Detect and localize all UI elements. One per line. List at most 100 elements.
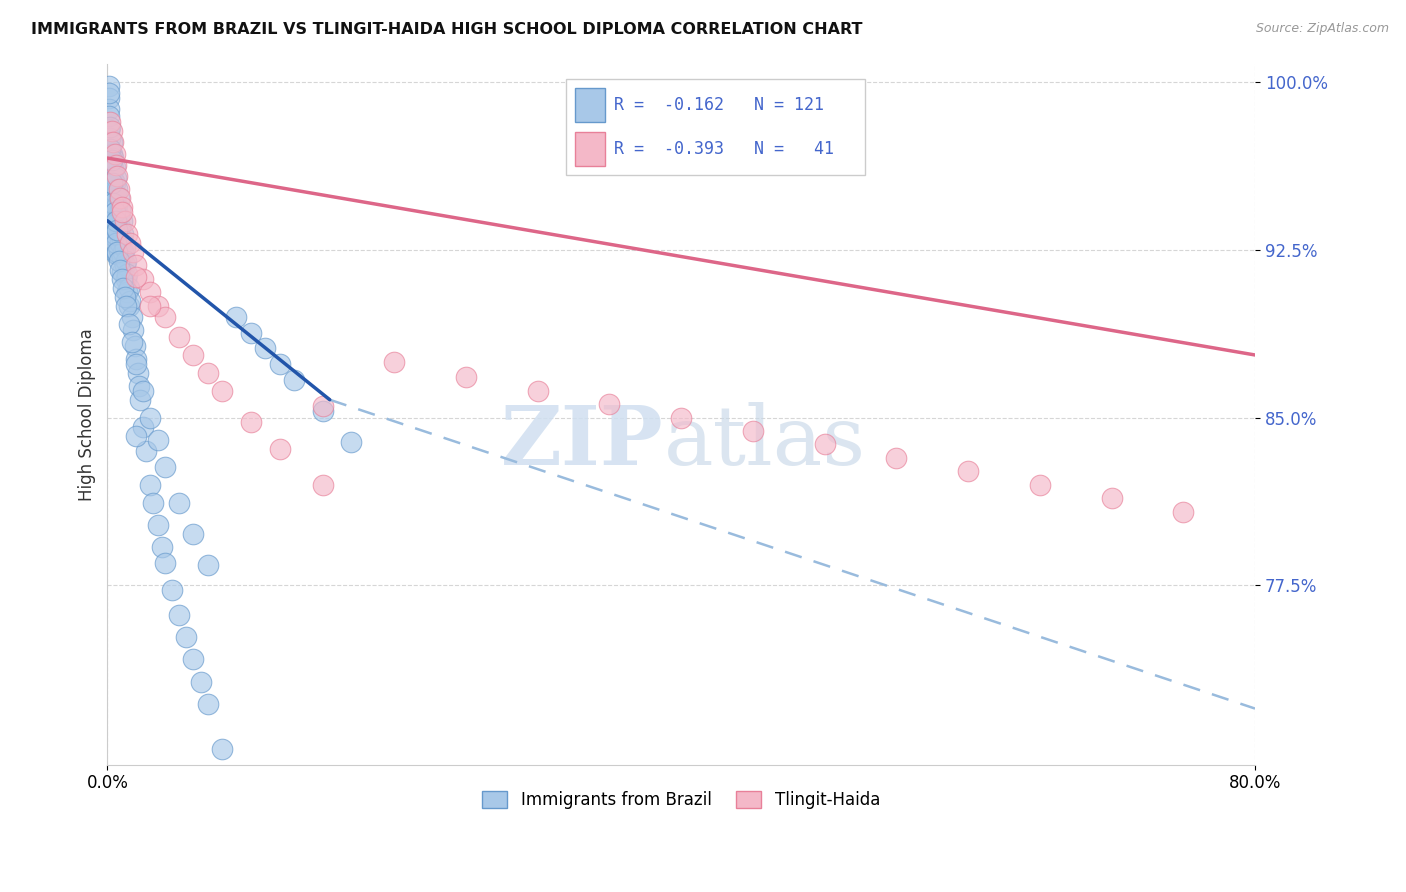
Point: [598, 397, 620, 411]
Point: [135, 444, 157, 458]
Point: [104, 171, 127, 186]
Point: [125, 357, 148, 371]
Point: [669, 410, 692, 425]
Point: [101, 151, 124, 165]
Point: [132, 272, 155, 286]
Point: [742, 424, 765, 438]
Point: [115, 254, 138, 268]
Point: [103, 191, 125, 205]
Point: [107, 182, 129, 196]
Point: [101, 218, 124, 232]
Point: [174, 630, 197, 644]
Point: [114, 259, 136, 273]
Point: [111, 250, 134, 264]
Point: [117, 268, 139, 282]
Point: [125, 269, 148, 284]
Point: [118, 299, 141, 313]
Point: [104, 200, 127, 214]
Point: [108, 254, 131, 268]
Point: [118, 281, 141, 295]
Point: [98, 191, 121, 205]
Point: [132, 384, 155, 398]
Point: [104, 213, 127, 227]
Point: [153, 556, 176, 570]
Point: [197, 366, 219, 380]
Point: [139, 477, 162, 491]
Point: [97, 124, 120, 138]
Point: [183, 348, 205, 362]
Point: [283, 373, 305, 387]
Point: [110, 263, 132, 277]
Point: [104, 247, 127, 261]
Point: [107, 213, 129, 227]
Point: [197, 558, 219, 573]
Point: [103, 209, 125, 223]
Point: [1101, 491, 1123, 506]
Point: [114, 241, 136, 255]
Point: [382, 354, 405, 368]
Point: [112, 245, 135, 260]
Point: [103, 204, 125, 219]
Point: [1029, 477, 1052, 491]
Point: [112, 227, 135, 241]
Point: [110, 202, 132, 217]
Point: [269, 442, 291, 456]
Point: [100, 176, 122, 190]
Point: [167, 607, 190, 622]
Point: [454, 370, 477, 384]
Legend: Immigrants from Brazil, Tlingit-Haida: Immigrants from Brazil, Tlingit-Haida: [475, 784, 887, 815]
Point: [129, 392, 152, 407]
Point: [120, 294, 142, 309]
Point: [101, 195, 124, 210]
Point: [110, 191, 132, 205]
Point: [150, 541, 173, 555]
Point: [110, 236, 132, 251]
Point: [269, 357, 291, 371]
Point: [111, 232, 134, 246]
Point: [197, 697, 219, 711]
Point: [340, 435, 363, 450]
Point: [97, 102, 120, 116]
Point: [183, 527, 205, 541]
Point: [139, 410, 162, 425]
Point: [128, 379, 150, 393]
Point: [127, 366, 149, 380]
Point: [98, 142, 121, 156]
Point: [107, 247, 129, 261]
Point: [108, 227, 131, 241]
Point: [139, 285, 162, 300]
Point: [110, 220, 132, 235]
Point: [526, 384, 548, 398]
Point: [132, 419, 155, 434]
Point: [97, 90, 120, 104]
Text: ZIP: ZIP: [502, 402, 664, 483]
Point: [111, 272, 134, 286]
Point: [146, 433, 169, 447]
Point: [104, 216, 127, 230]
Point: [98, 115, 121, 129]
Point: [101, 162, 124, 177]
Point: [1173, 505, 1195, 519]
Point: [98, 131, 121, 145]
Point: [103, 227, 125, 241]
Point: [108, 191, 131, 205]
Point: [139, 299, 162, 313]
Point: [239, 326, 262, 340]
Point: [101, 173, 124, 187]
Point: [97, 86, 120, 100]
Point: [957, 464, 980, 478]
Point: [211, 742, 233, 756]
Point: [98, 176, 121, 190]
Point: [117, 227, 139, 241]
Point: [114, 290, 136, 304]
Point: [311, 404, 333, 418]
Y-axis label: High School Diploma: High School Diploma: [79, 328, 96, 500]
Point: [125, 259, 148, 273]
Point: [122, 323, 145, 337]
Point: [225, 310, 247, 324]
Point: [107, 232, 129, 246]
Point: [814, 437, 837, 451]
Point: [100, 198, 122, 212]
Point: [104, 186, 127, 201]
Point: [254, 341, 277, 355]
